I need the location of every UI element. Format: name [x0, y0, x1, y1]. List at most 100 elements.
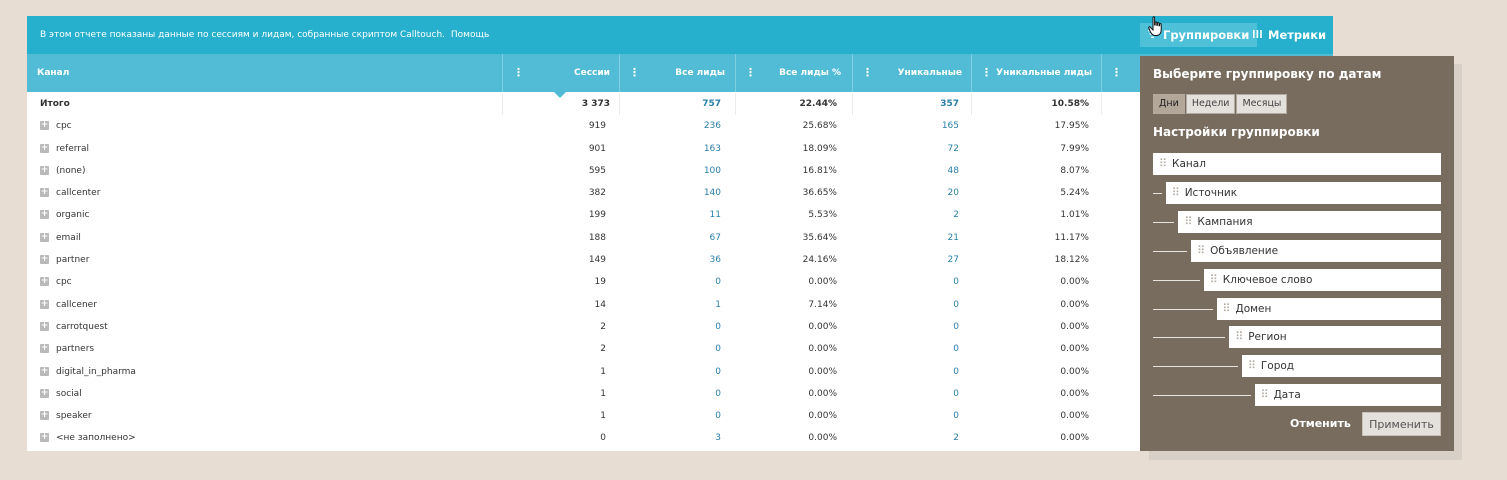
grouping-item[interactable]: ⠿ Канал	[1153, 153, 1441, 175]
grouping-item[interactable]: ⠿ Объявление	[1191, 239, 1441, 262]
table-row: + speaker 1 0 0.00% 0 0.00%	[27, 405, 1333, 427]
drag-handle-icon[interactable]: ⠿	[1159, 157, 1167, 170]
grouping-item[interactable]: ⠿ Кампания	[1178, 210, 1441, 233]
grouping-item[interactable]: ⠿ Источник	[1165, 181, 1441, 204]
column-menu-icon[interactable]: ⋮	[862, 66, 873, 79]
expand-row-icon[interactable]: +	[40, 298, 49, 309]
cell-all-leads[interactable]: 1	[715, 299, 721, 310]
drag-handle-icon[interactable]: ⠿	[1260, 388, 1269, 402]
expand-row-icon[interactable]: +	[40, 365, 49, 376]
cell-unique-leads[interactable]: 48	[947, 165, 959, 176]
expand-row-icon[interactable]: +	[40, 142, 49, 153]
cell-all-leads[interactable]: 11	[709, 210, 721, 221]
cell-all-leads[interactable]: 100	[703, 165, 721, 176]
cell-all-leads[interactable]: 0	[715, 388, 721, 399]
column-header-unique-leads[interactable]: Уникальные лиды	[897, 68, 962, 116]
report-container: В этом отчете показаны данные по сессиям…	[27, 16, 1333, 451]
expand-row-icon[interactable]: +	[40, 432, 49, 443]
cancel-button[interactable]: Отменить	[1290, 417, 1351, 430]
metrics-button[interactable]: Метрики	[1245, 23, 1333, 47]
expand-row-icon[interactable]: +	[40, 320, 49, 331]
date-option-2[interactable]: Месяцы	[1236, 94, 1288, 114]
drag-handle-icon[interactable]: ⠿	[1184, 214, 1192, 228]
cell-channel: callcener	[56, 299, 97, 310]
total-unique-leads[interactable]: 357	[940, 99, 959, 109]
cell-sessions: 1	[600, 366, 606, 377]
cell-all-leads[interactable]: 0	[715, 411, 721, 422]
column-header-channel[interactable]: Канал	[37, 68, 70, 78]
expand-row-icon[interactable]: +	[40, 343, 49, 354]
cell-all-leads[interactable]: 0	[715, 344, 721, 355]
table-row: + organic 199 11 5.53% 2 1.01%	[27, 204, 1333, 226]
column-header-unique-leads-pct[interactable]: Уникальные лиды %	[996, 68, 1092, 116]
table-row: + cpc 919 236 25.68% 165 17.95%	[27, 115, 1333, 137]
cell-unique-leads[interactable]: 20	[947, 188, 959, 199]
drag-handle-icon[interactable]: ⠿	[1235, 330, 1243, 344]
drag-handle-icon[interactable]: ⠿	[1247, 359, 1256, 373]
help-link[interactable]: Помощь	[450, 30, 490, 40]
column-menu-icon[interactable]: ⋮	[513, 66, 524, 79]
cell-all-leads[interactable]: 0	[715, 321, 721, 332]
cell-all-leads[interactable]: 140	[703, 188, 721, 199]
cell-unique-leads[interactable]: 2	[953, 433, 959, 444]
column-menu-icon[interactable]: ⋮	[1111, 66, 1122, 79]
column-menu-icon[interactable]: ⋮	[629, 66, 640, 79]
grouping-item[interactable]: ⠿ Домен	[1216, 297, 1441, 320]
cell-unique-leads-pct: 17.95%	[1054, 121, 1089, 132]
cell-all-leads[interactable]: 3	[715, 433, 721, 444]
expand-row-icon[interactable]: +	[40, 187, 49, 198]
total-all-leads[interactable]: 757	[702, 99, 721, 109]
total-label: Итого	[40, 99, 70, 109]
grouping-item[interactable]: ⠿ Ключевое слово	[1203, 268, 1441, 291]
column-header-all-leads-pct[interactable]: Все лиды %	[779, 68, 841, 78]
drag-handle-icon[interactable]: ⠿	[1171, 185, 1180, 199]
cell-unique-leads[interactable]: 27	[947, 255, 959, 266]
cell-unique-leads[interactable]: 0	[953, 411, 959, 422]
cell-all-leads-pct: 0.00%	[808, 321, 837, 332]
hand-cursor-icon	[1148, 16, 1166, 38]
cell-unique-leads[interactable]: 2	[953, 210, 959, 221]
grouping-item[interactable]: ⠿ Город	[1241, 355, 1441, 378]
cell-channel: social	[56, 388, 82, 399]
cell-unique-leads[interactable]: 0	[953, 321, 959, 332]
grouping-item[interactable]: ⠿ Регион	[1229, 326, 1441, 349]
cell-all-leads[interactable]: 0	[715, 277, 721, 288]
cell-all-leads[interactable]: 0	[715, 366, 721, 377]
total-unique-leads-pct: 10.58%	[1051, 99, 1090, 109]
drag-handle-icon[interactable]: ⠿	[1209, 272, 1218, 286]
column-menu-icon[interactable]: ⋮	[745, 66, 756, 79]
grouping-item-label: Канал	[1172, 158, 1206, 170]
cell-unique-leads[interactable]: 0	[953, 366, 959, 377]
expand-row-icon[interactable]: +	[40, 164, 49, 175]
date-option-0[interactable]: Дни	[1153, 94, 1185, 114]
cell-unique-leads[interactable]: 0	[953, 299, 959, 310]
cell-all-leads[interactable]: 236	[703, 121, 721, 132]
apply-button[interactable]: Применить	[1362, 412, 1441, 436]
expand-row-icon[interactable]: +	[40, 231, 49, 242]
cell-all-leads[interactable]: 36	[709, 255, 721, 266]
date-option-1[interactable]: Недели	[1185, 94, 1236, 114]
cell-unique-leads[interactable]: 0	[953, 388, 959, 399]
cell-all-leads[interactable]: 67	[709, 232, 721, 243]
expand-row-icon[interactable]: +	[40, 410, 49, 421]
expand-row-icon[interactable]: +	[40, 276, 49, 287]
cell-all-leads[interactable]: 163	[703, 143, 721, 154]
cell-unique-leads[interactable]: 0	[953, 344, 959, 355]
column-header-all-leads[interactable]: Все лиды	[675, 68, 725, 78]
cell-sessions: 199	[588, 210, 606, 221]
cell-unique-leads-pct: 5.24%	[1060, 188, 1089, 199]
cell-unique-leads[interactable]: 0	[953, 277, 959, 288]
expand-row-icon[interactable]: +	[40, 387, 49, 398]
expand-row-icon[interactable]: +	[40, 120, 49, 131]
drag-handle-icon[interactable]: ⠿	[1222, 301, 1231, 315]
expand-row-icon[interactable]: +	[40, 209, 49, 220]
cell-unique-leads[interactable]: 21	[947, 232, 959, 243]
drag-handle-icon[interactable]: ⠿	[1197, 243, 1205, 257]
expand-row-icon[interactable]: +	[40, 254, 49, 265]
cell-unique-leads[interactable]: 72	[947, 143, 959, 154]
column-menu-icon[interactable]: ⋮	[981, 66, 992, 79]
groupings-button[interactable]: Группировки	[1140, 23, 1258, 47]
cell-unique-leads[interactable]: 165	[941, 121, 959, 132]
column-header-sessions[interactable]: Сессии	[574, 68, 610, 78]
grouping-item[interactable]: ⠿ Дата	[1254, 384, 1441, 407]
